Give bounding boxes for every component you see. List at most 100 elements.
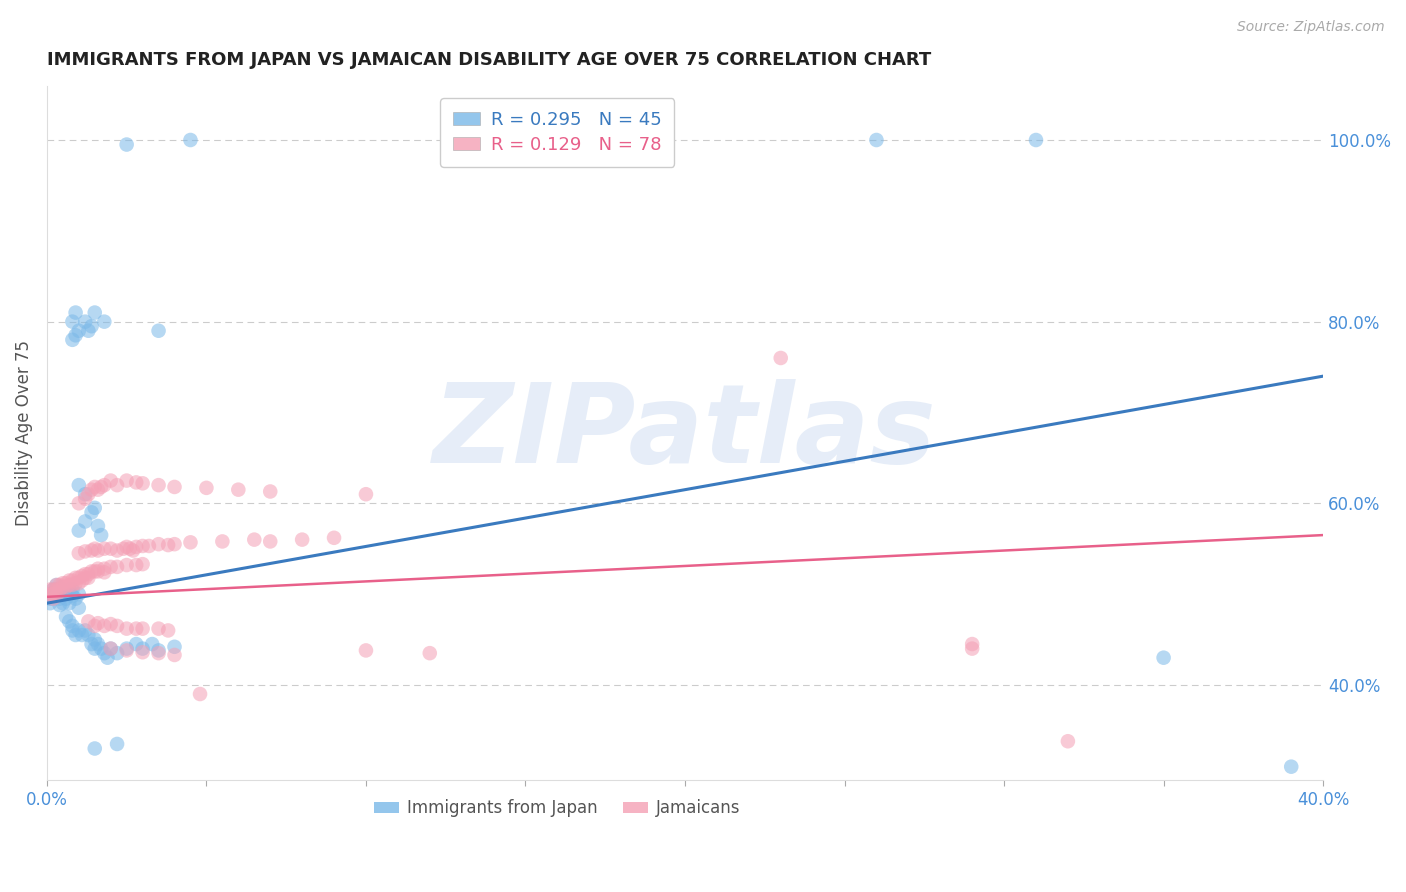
Point — [131, 622, 153, 636]
Point — [323, 531, 346, 545]
Point — [115, 643, 138, 657]
Point — [125, 475, 148, 490]
Point — [67, 571, 90, 585]
Point — [48, 598, 70, 612]
Point — [131, 641, 153, 656]
Point — [228, 483, 250, 497]
Point — [65, 591, 87, 606]
Point — [115, 641, 138, 656]
Point — [125, 622, 148, 636]
Point — [1153, 650, 1175, 665]
Point — [45, 578, 67, 592]
Point — [42, 582, 65, 597]
Point — [87, 483, 110, 497]
Point — [865, 133, 887, 147]
Point — [75, 515, 97, 529]
Point — [83, 619, 105, 633]
Point — [131, 539, 153, 553]
Point — [62, 589, 84, 603]
Point — [55, 576, 77, 591]
Point — [83, 305, 105, 319]
Point — [1279, 760, 1302, 774]
Point — [769, 351, 792, 365]
Point — [45, 578, 67, 592]
Point — [93, 646, 115, 660]
Legend: Immigrants from Japan, Jamaicans: Immigrants from Japan, Jamaicans — [367, 793, 748, 824]
Point — [83, 741, 105, 756]
Point — [77, 567, 100, 582]
Point — [87, 543, 110, 558]
Point — [67, 587, 90, 601]
Point — [48, 591, 70, 606]
Point — [65, 305, 87, 319]
Point — [105, 646, 128, 660]
Point — [960, 641, 983, 656]
Point — [39, 582, 62, 597]
Point — [115, 558, 138, 572]
Point — [93, 541, 115, 556]
Point — [115, 474, 138, 488]
Text: ZIPatlas: ZIPatlas — [433, 379, 936, 486]
Point — [211, 534, 233, 549]
Point — [75, 571, 97, 585]
Point — [131, 645, 153, 659]
Point — [65, 576, 87, 591]
Point — [90, 641, 112, 656]
Point — [105, 560, 128, 574]
Point — [77, 615, 100, 629]
Point — [67, 600, 90, 615]
Point — [163, 640, 186, 654]
Point — [163, 480, 186, 494]
Point — [62, 619, 84, 633]
Point — [39, 587, 62, 601]
Point — [58, 596, 80, 610]
Point — [42, 587, 65, 601]
Point — [65, 328, 87, 343]
Text: Source: ZipAtlas.com: Source: ZipAtlas.com — [1237, 20, 1385, 34]
Point — [45, 582, 67, 597]
Point — [112, 541, 135, 556]
Point — [55, 610, 77, 624]
Point — [77, 487, 100, 501]
Point — [100, 617, 122, 632]
Point — [55, 591, 77, 606]
Point — [163, 537, 186, 551]
Point — [157, 624, 180, 638]
Point — [259, 484, 281, 499]
Point — [75, 315, 97, 329]
Point — [83, 565, 105, 579]
Point — [195, 481, 218, 495]
Point — [83, 480, 105, 494]
Point — [93, 315, 115, 329]
Point — [48, 587, 70, 601]
Point — [105, 478, 128, 492]
Point — [259, 534, 281, 549]
Point — [65, 628, 87, 642]
Point — [80, 483, 103, 497]
Point — [93, 566, 115, 580]
Point — [122, 543, 145, 558]
Point — [42, 591, 65, 606]
Point — [62, 582, 84, 597]
Point — [90, 528, 112, 542]
Point — [77, 628, 100, 642]
Point — [58, 615, 80, 629]
Point — [83, 641, 105, 656]
Point — [55, 587, 77, 601]
Point — [48, 578, 70, 592]
Point — [48, 582, 70, 597]
Point — [131, 476, 153, 491]
Point — [105, 619, 128, 633]
Point — [100, 560, 122, 574]
Point — [138, 539, 160, 553]
Point — [87, 637, 110, 651]
Point — [148, 537, 170, 551]
Point — [115, 540, 138, 554]
Point — [75, 487, 97, 501]
Point — [163, 648, 186, 662]
Point — [62, 333, 84, 347]
Point — [80, 565, 103, 579]
Point — [1057, 734, 1080, 748]
Point — [100, 641, 122, 656]
Point — [141, 637, 163, 651]
